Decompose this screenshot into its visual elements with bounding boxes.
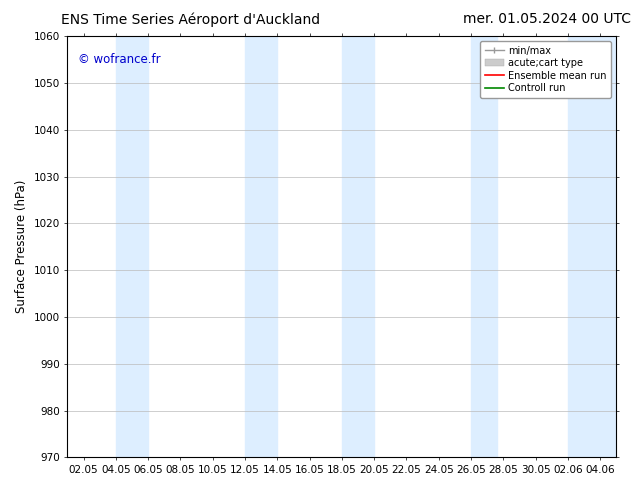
Bar: [116, 36, 148, 457]
Bar: [471, 36, 497, 457]
Text: © wofrance.fr: © wofrance.fr: [79, 53, 161, 66]
Y-axis label: Surface Pressure (hPa): Surface Pressure (hPa): [15, 180, 28, 314]
Text: mer. 01.05.2024 00 UTC: mer. 01.05.2024 00 UTC: [463, 12, 631, 26]
Bar: [342, 36, 374, 457]
Legend: min/max, acute;cart type, Ensemble mean run, Controll run: min/max, acute;cart type, Ensemble mean …: [480, 41, 611, 98]
Bar: [245, 36, 277, 457]
Bar: [568, 36, 616, 457]
Text: ENS Time Series Aéroport d'Auckland: ENS Time Series Aéroport d'Auckland: [61, 12, 320, 27]
